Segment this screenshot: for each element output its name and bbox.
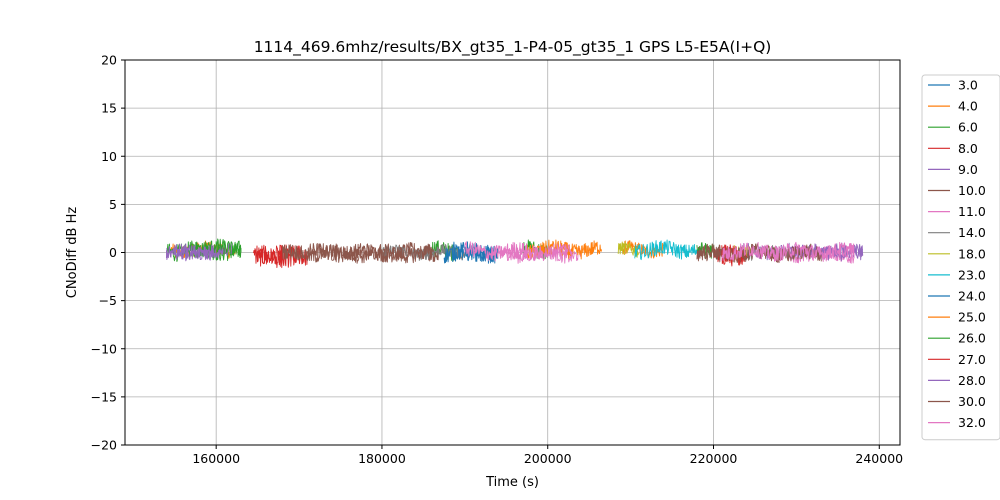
legend-item: 28.0 <box>928 373 986 388</box>
y-tick-label: −20 <box>91 438 117 453</box>
legend-label: 14.0 <box>958 225 986 240</box>
legend-item: 23.0 <box>928 267 986 282</box>
x-tick-label: 220000 <box>690 451 738 466</box>
series-line <box>464 241 573 262</box>
chart-title: 1114_469.6mhz/results/BX_gt35_1-P4-05_gt… <box>254 38 772 57</box>
legend-label: 8.0 <box>958 141 978 156</box>
x-axis-label: Time (s) <box>485 475 539 490</box>
series-line <box>713 246 747 267</box>
legend-item: 30.0 <box>928 394 986 409</box>
y-axis-label: CNoDiff dB Hz <box>65 207 80 299</box>
y-tick-label: −10 <box>91 341 117 356</box>
legend-item: 8.0 <box>928 141 978 156</box>
legend-item: 25.0 <box>928 310 986 325</box>
legend-item: 27.0 <box>928 352 986 367</box>
legend-item: 4.0 <box>928 99 978 114</box>
legend-item: 18.0 <box>928 246 986 261</box>
legend-item: 10.0 <box>928 183 986 198</box>
x-tick-label: 200000 <box>524 451 572 466</box>
legend-label: 27.0 <box>958 352 986 367</box>
legend-label: 3.0 <box>958 78 978 93</box>
x-axis-ticks: 160000 180000 200000 220000 240000 <box>192 445 903 466</box>
x-tick-label: 180000 <box>358 451 406 466</box>
legend-label: 28.0 <box>958 373 986 388</box>
series-line <box>696 242 714 259</box>
x-tick-label: 160000 <box>192 451 240 466</box>
legend-label: 4.0 <box>958 99 978 114</box>
legend-label: 6.0 <box>958 120 978 135</box>
legend-box <box>921 74 1000 441</box>
legend-item: 26.0 <box>928 331 986 346</box>
legend-item: 6.0 <box>928 120 978 135</box>
series-line <box>634 239 698 261</box>
legend-item: 14.0 <box>928 225 986 240</box>
y-tick-label: 0 <box>109 245 117 260</box>
series-line <box>381 244 465 261</box>
legend-label: 32.0 <box>958 415 986 430</box>
series-32-0 <box>464 241 855 262</box>
legend-item: 32.0 <box>928 415 986 430</box>
legend-label: 25.0 <box>958 310 986 325</box>
legend-label: 10.0 <box>958 183 986 198</box>
x-tick-label: 240000 <box>855 451 903 466</box>
legend-item: 9.0 <box>928 162 978 177</box>
legend-label: 26.0 <box>958 331 986 346</box>
legend-label: 23.0 <box>958 267 986 282</box>
series-line <box>165 244 217 262</box>
y-tick-label: 15 <box>101 101 117 116</box>
y-tick-label: −5 <box>99 293 117 308</box>
y-tick-label: 10 <box>101 149 117 164</box>
plot-area <box>165 238 864 269</box>
legend-item: 3.0 <box>928 78 978 93</box>
legend-label: 11.0 <box>958 204 986 219</box>
y-tick-label: 20 <box>101 53 117 68</box>
series-line <box>526 239 603 260</box>
y-tick-label: −15 <box>91 389 117 404</box>
legend-item: 11.0 <box>928 204 986 219</box>
legend-label: 30.0 <box>958 394 986 409</box>
series-line <box>282 243 433 264</box>
legend-label: 18.0 <box>958 246 986 261</box>
series-line <box>721 241 855 262</box>
legend: 3.0 4.0 6.0 8.0 9.0 10.0 11.0 14.0 18.0 23.0 24.0 2… <box>921 74 1000 441</box>
series-25-0 <box>526 239 603 260</box>
y-axis-ticks: −20 −15 −10 −5 0 5 10 15 20 <box>91 53 125 453</box>
series-23-0 <box>634 239 698 261</box>
legend-item: 24.0 <box>928 289 986 304</box>
legend-label: 9.0 <box>958 162 978 177</box>
y-tick-label: 5 <box>109 197 117 212</box>
legend-label: 24.0 <box>958 289 986 304</box>
